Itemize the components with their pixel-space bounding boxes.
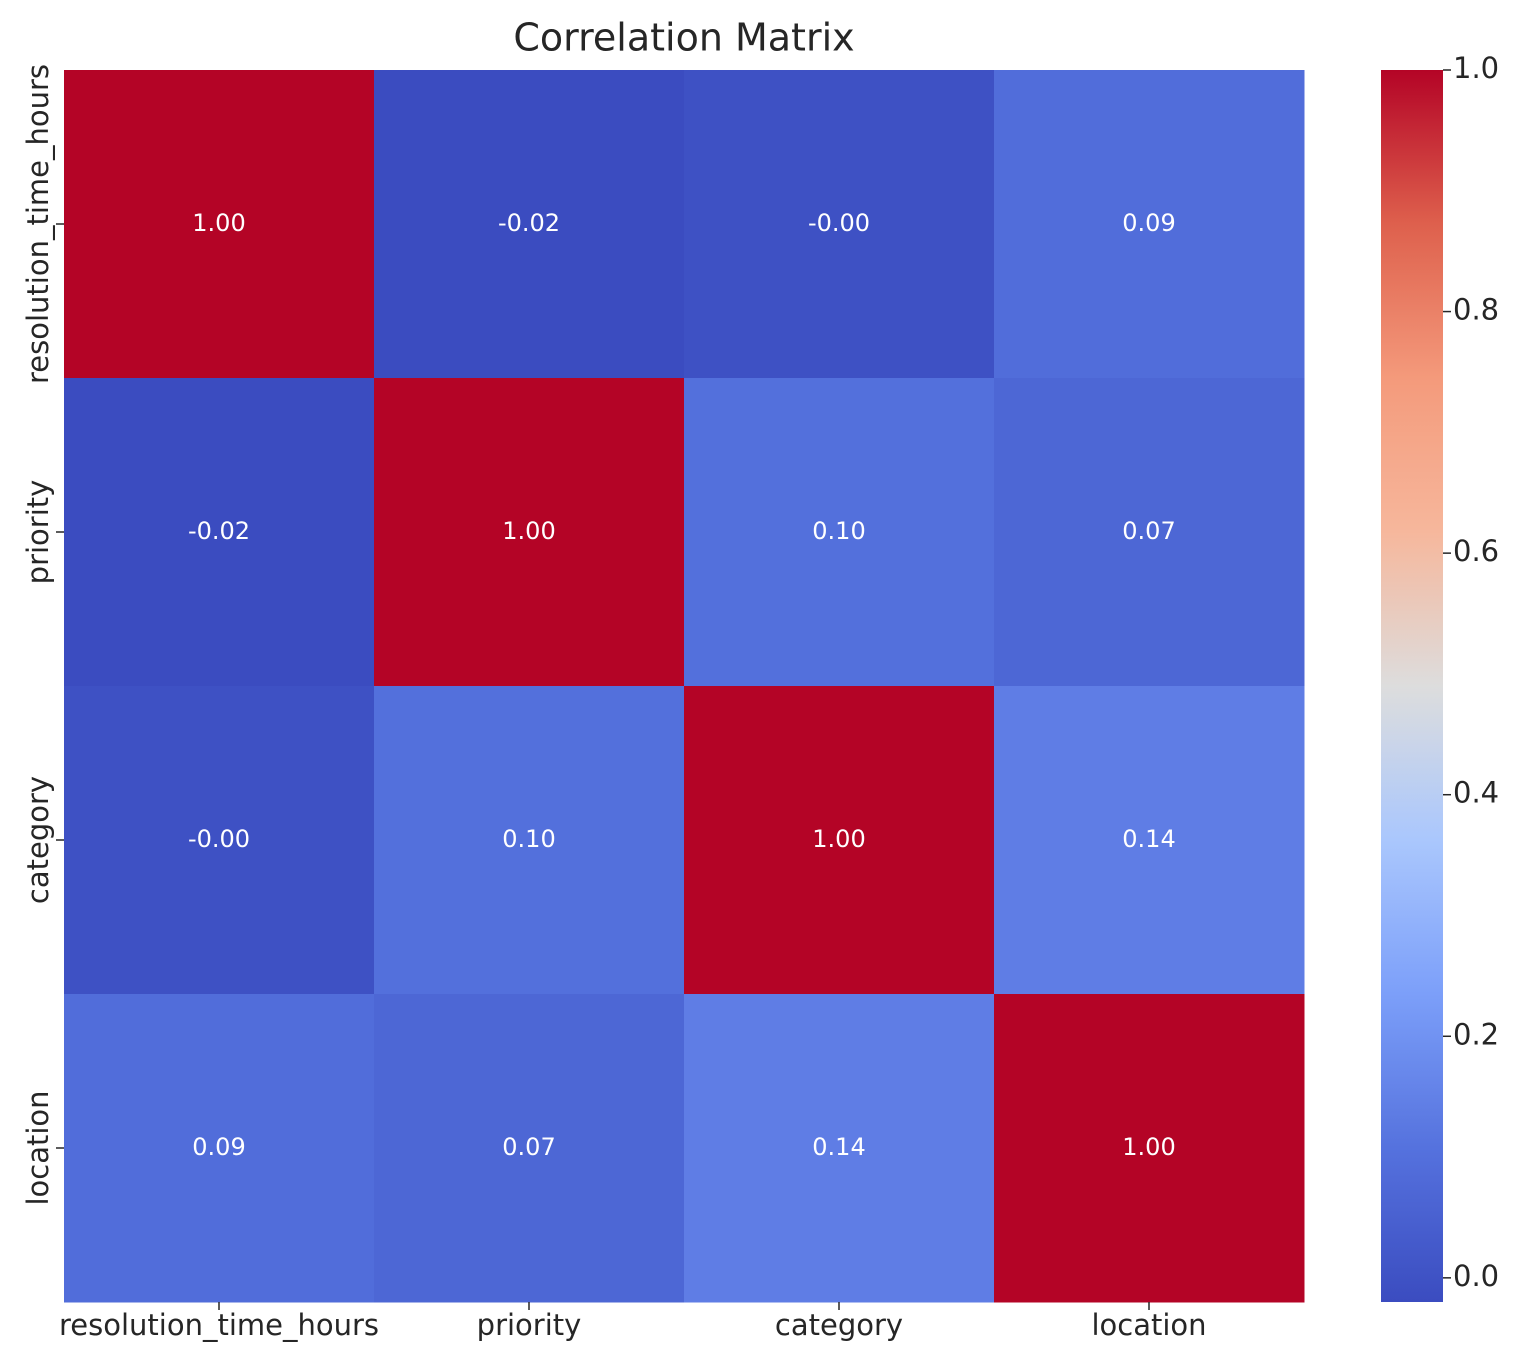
colorbar-tick-label: 1.0 [1453,51,1499,85]
x-tick-label: location [1091,1308,1206,1342]
heatmap-cell [994,70,1305,379]
colorbar-tick-label: 0.0 [1453,1259,1499,1293]
cell-label: 1.00 [192,209,245,237]
heatmap-cell [374,994,685,1303]
y-tick-label: priority [21,480,55,585]
y-tick-label: location [21,1090,55,1205]
x-tick-label: priority [477,1308,582,1342]
heatmap-cell [684,686,995,995]
chart-title: Correlation Matrix [513,16,854,60]
heatmap-cell [374,378,685,687]
cell-label: 0.07 [1122,517,1175,545]
heatmap-cell [684,378,995,687]
cell-label: 0.10 [502,825,555,853]
heatmap-cell [64,378,375,687]
cell-label: -0.02 [188,517,250,545]
y-tick-label: resolution_time_hours [21,64,55,384]
x-tick-label: category [775,1308,903,1342]
cell-label: 0.09 [1122,209,1175,237]
cell-label: 0.07 [502,1133,555,1161]
x-tick-label: resolution_time_hours [59,1308,379,1342]
heatmap-cell [374,70,685,379]
heatmap-cell [994,994,1305,1303]
heatmap-cell [994,378,1305,687]
heatmap-cell [374,686,685,995]
cell-label: 0.09 [192,1133,245,1161]
heatmap-cell [64,686,375,995]
heatmap-cell [64,70,375,379]
heatmap-cell [684,994,995,1303]
cell-label: 0.14 [1122,825,1175,853]
heatmap-cell [684,70,995,379]
cell-label: -0.00 [188,825,250,853]
colorbar-tick-label: 0.2 [1453,1017,1499,1051]
cell-label: 1.00 [502,517,555,545]
colorbar-tick-label: 0.4 [1453,776,1499,810]
cell-label: -0.00 [808,209,870,237]
cell-label: 0.10 [812,517,865,545]
y-tick-label: category [21,776,55,904]
heatmap-cell [64,994,375,1303]
cell-label: 1.00 [812,825,865,853]
cell-label: -0.02 [498,209,560,237]
cell-label: 1.00 [1122,1133,1175,1161]
cell-label: 0.14 [812,1133,865,1161]
colorbar [1381,70,1443,1302]
colorbar-tick-label: 0.8 [1453,293,1499,327]
heatmap-cell [994,686,1305,995]
colorbar-tick-label: 0.6 [1453,534,1499,568]
